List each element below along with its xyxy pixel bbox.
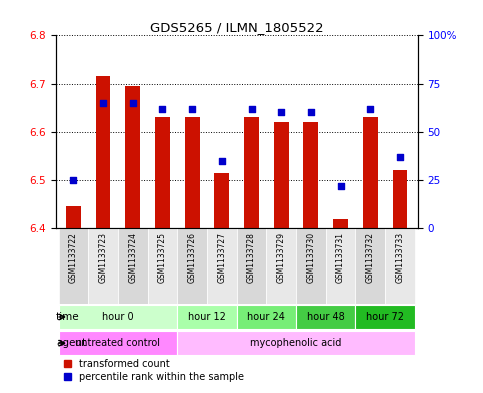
Bar (214, 173, 229, 228)
Text: GSM1133732: GSM1133732 (366, 232, 375, 283)
Text: GSM1133729: GSM1133729 (277, 232, 286, 283)
Point (129, 100, 137, 106)
FancyBboxPatch shape (296, 228, 326, 304)
Text: time: time (56, 312, 80, 322)
Text: mycophenolic acid: mycophenolic acid (250, 338, 342, 348)
Bar (274, 122, 289, 228)
Point (70, 177, 77, 183)
Point (396, 154, 404, 160)
Bar (155, 117, 170, 228)
Bar (333, 219, 348, 228)
Bar (125, 86, 140, 228)
FancyBboxPatch shape (177, 228, 207, 304)
Text: GSM1133730: GSM1133730 (306, 232, 315, 283)
Text: hour 12: hour 12 (188, 312, 226, 322)
FancyBboxPatch shape (58, 305, 177, 329)
Text: GSM1133724: GSM1133724 (128, 232, 137, 283)
FancyBboxPatch shape (177, 331, 415, 355)
FancyBboxPatch shape (148, 228, 177, 304)
Bar (363, 117, 378, 228)
Text: GSM1133727: GSM1133727 (217, 232, 227, 283)
Point (99, 100, 107, 106)
Legend: transformed count, percentile rank within the sample: transformed count, percentile rank withi… (60, 355, 248, 386)
Bar (185, 117, 199, 228)
FancyBboxPatch shape (237, 305, 296, 329)
Text: hour 24: hour 24 (247, 312, 285, 322)
Text: GSM1133731: GSM1133731 (336, 232, 345, 283)
FancyBboxPatch shape (296, 305, 355, 329)
Point (248, 105, 256, 112)
FancyBboxPatch shape (266, 228, 296, 304)
Point (307, 109, 315, 116)
Bar (66, 206, 81, 228)
FancyBboxPatch shape (355, 305, 415, 329)
Bar (303, 122, 318, 228)
FancyBboxPatch shape (58, 331, 177, 355)
Bar (393, 170, 407, 228)
Bar (244, 117, 259, 228)
FancyBboxPatch shape (207, 228, 237, 304)
Text: GSM1133722: GSM1133722 (69, 232, 78, 283)
Point (158, 105, 166, 112)
Text: hour 72: hour 72 (366, 312, 404, 322)
Point (337, 183, 344, 189)
FancyBboxPatch shape (177, 305, 237, 329)
Point (218, 158, 226, 164)
Title: GDS5265 / ILMN_1805522: GDS5265 / ILMN_1805522 (150, 21, 324, 34)
FancyBboxPatch shape (58, 228, 88, 304)
FancyBboxPatch shape (237, 228, 266, 304)
Text: GSM1133725: GSM1133725 (158, 232, 167, 283)
Text: hour 0: hour 0 (102, 312, 134, 322)
Text: GSM1133733: GSM1133733 (396, 232, 404, 283)
FancyBboxPatch shape (326, 228, 355, 304)
FancyBboxPatch shape (385, 228, 415, 304)
Text: GSM1133728: GSM1133728 (247, 232, 256, 283)
FancyBboxPatch shape (355, 228, 385, 304)
Point (188, 105, 196, 112)
Text: GSM1133723: GSM1133723 (99, 232, 108, 283)
Point (367, 105, 374, 112)
Text: agent: agent (56, 338, 86, 348)
Text: GSM1133726: GSM1133726 (187, 232, 197, 283)
FancyBboxPatch shape (118, 228, 148, 304)
FancyBboxPatch shape (88, 228, 118, 304)
Bar (96, 76, 111, 228)
Text: untreated control: untreated control (75, 338, 160, 348)
Point (277, 109, 285, 116)
Text: hour 48: hour 48 (307, 312, 345, 322)
